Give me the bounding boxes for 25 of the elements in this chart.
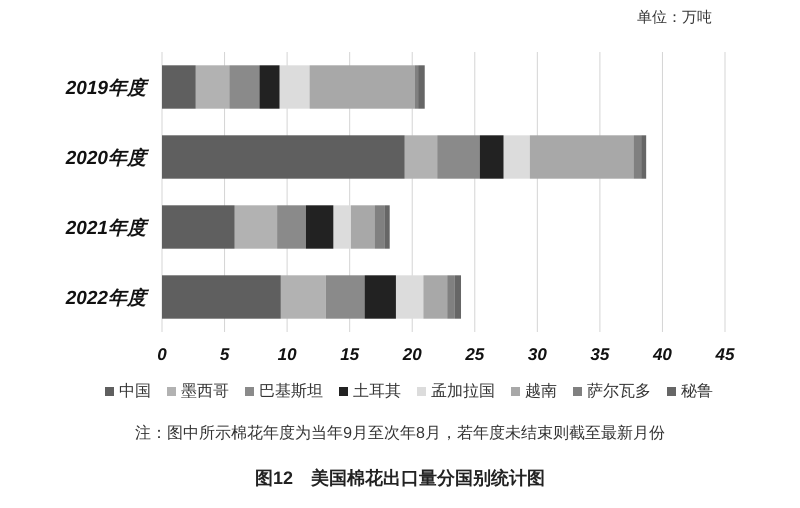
x-tick-label: 40 bbox=[652, 345, 672, 364]
x-tick-label: 15 bbox=[340, 345, 360, 364]
legend-label: 墨西哥 bbox=[181, 383, 229, 400]
x-tick-label: 30 bbox=[528, 345, 548, 364]
legend-label: 越南 bbox=[525, 382, 557, 400]
legend-label: 中国 bbox=[119, 382, 151, 400]
text: 图12 美国棉花出口量分国别统计图 bbox=[254, 468, 546, 488]
y-tick-label: 2021年度 bbox=[64, 217, 150, 239]
x-tick-label: 35 bbox=[590, 345, 610, 364]
x-tick-label: 10 bbox=[278, 345, 298, 364]
y-tick-label: 2019年度 bbox=[64, 77, 150, 99]
legend-label: 萨尔瓦多 bbox=[587, 382, 651, 400]
legend-label: 巴基斯坦 bbox=[259, 382, 323, 400]
text: 单位：万吨 bbox=[637, 9, 712, 26]
legend-label: 土耳其 bbox=[353, 382, 401, 400]
x-tick-label: 0 bbox=[157, 345, 168, 364]
legend-label: 孟加拉国 bbox=[431, 382, 495, 400]
y-tick-label: 2020年度 bbox=[64, 147, 150, 169]
text: 注：图中所示棉花年度为当年9月至次年8月，若年度未结束则截至最新月份 bbox=[135, 424, 665, 442]
x-tick-label: 45 bbox=[714, 345, 735, 364]
y-tick-label: 2022年度 bbox=[64, 287, 150, 309]
x-tick-label: 5 bbox=[220, 345, 230, 364]
x-tick-label: 20 bbox=[402, 345, 422, 364]
legend-label: 秘鲁 bbox=[681, 382, 713, 400]
x-tick-label: 25 bbox=[464, 345, 485, 364]
